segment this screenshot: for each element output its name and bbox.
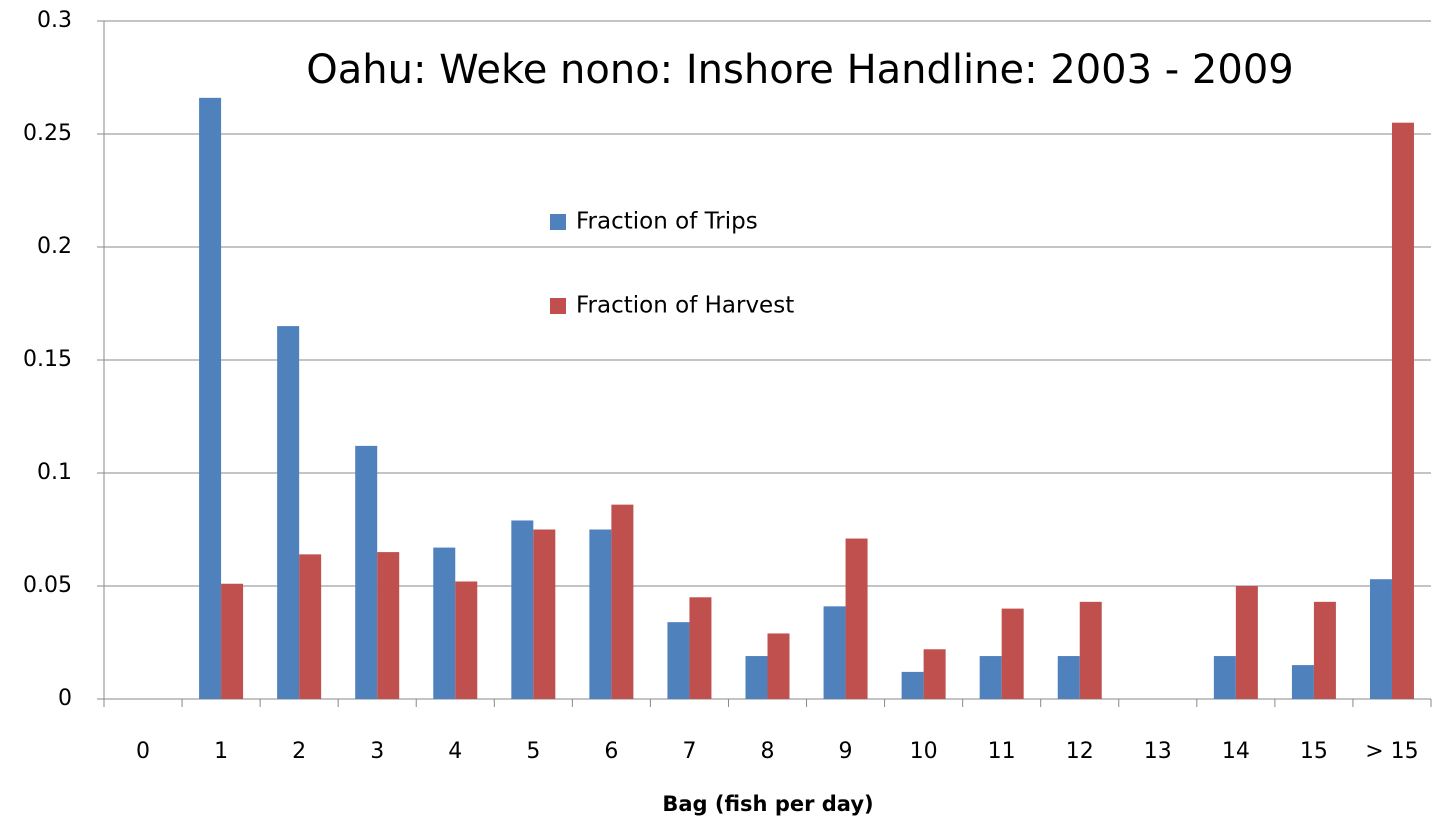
bar bbox=[433, 547, 456, 699]
bar bbox=[745, 656, 768, 699]
bar bbox=[277, 326, 300, 699]
legend-label: Fraction of Harvest bbox=[576, 293, 794, 319]
bar bbox=[589, 529, 612, 699]
x-tick-label: 10 bbox=[910, 739, 938, 764]
bar bbox=[1079, 601, 1102, 699]
bar bbox=[1213, 656, 1236, 699]
x-tick-label: 8 bbox=[761, 739, 775, 764]
x-tick-label: 6 bbox=[604, 739, 618, 764]
bar bbox=[1235, 586, 1258, 699]
bar bbox=[979, 656, 1002, 699]
x-tick-label: 3 bbox=[370, 739, 384, 764]
x-tick-label: 12 bbox=[1066, 739, 1094, 764]
x-tick-label: 0 bbox=[136, 739, 150, 764]
y-tick-label: 0.3 bbox=[37, 8, 72, 33]
bar bbox=[1313, 601, 1336, 699]
bar bbox=[221, 583, 244, 699]
y-tick-label: 0.2 bbox=[37, 234, 72, 259]
legend-label: Fraction of Trips bbox=[576, 209, 758, 235]
bar bbox=[823, 606, 846, 699]
legend-swatch bbox=[550, 298, 566, 314]
bar bbox=[845, 538, 868, 699]
bar bbox=[767, 633, 790, 699]
bar bbox=[689, 597, 712, 699]
y-tick-label: 0.25 bbox=[23, 121, 72, 146]
x-tick-label: 15 bbox=[1300, 739, 1328, 764]
x-tick-label: 14 bbox=[1222, 739, 1250, 764]
bar bbox=[667, 622, 690, 699]
y-tick-label: 0.05 bbox=[23, 573, 72, 598]
x-tick-label: 1 bbox=[214, 739, 228, 764]
y-tick-label: 0 bbox=[58, 686, 72, 711]
chart-title: Oahu: Weke nono: Inshore Handline: 2003 … bbox=[306, 47, 1293, 93]
x-axis-title: Bag (fish per day) bbox=[662, 792, 873, 816]
bar bbox=[1391, 122, 1414, 699]
bar bbox=[511, 520, 534, 699]
bar bbox=[1291, 665, 1314, 699]
bar bbox=[377, 552, 400, 699]
bar bbox=[1057, 656, 1080, 699]
bar bbox=[1001, 608, 1024, 699]
y-tick-label: 0.15 bbox=[23, 347, 72, 372]
y-tick-label: 0.1 bbox=[37, 460, 72, 485]
bar bbox=[355, 445, 378, 699]
bar bbox=[533, 529, 556, 699]
x-tick-label: 7 bbox=[682, 739, 696, 764]
x-tick-label: 9 bbox=[839, 739, 853, 764]
bar bbox=[1369, 579, 1392, 699]
bar bbox=[923, 649, 946, 699]
x-tick-label: 11 bbox=[988, 739, 1016, 764]
bar bbox=[299, 554, 322, 699]
bar bbox=[455, 581, 478, 699]
bar bbox=[901, 671, 924, 699]
x-tick-label: 13 bbox=[1144, 739, 1172, 764]
x-tick-label: 5 bbox=[526, 739, 540, 764]
bar bbox=[611, 504, 634, 699]
x-tick-label: > 15 bbox=[1365, 739, 1418, 764]
bar bbox=[199, 97, 222, 700]
x-tick-label: 2 bbox=[292, 739, 306, 764]
x-tick-label: 4 bbox=[448, 739, 462, 764]
legend-swatch bbox=[550, 214, 566, 230]
